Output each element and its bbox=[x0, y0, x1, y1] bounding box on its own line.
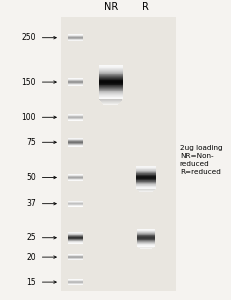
Text: 50: 50 bbox=[26, 173, 36, 182]
Text: R: R bbox=[142, 2, 149, 12]
Text: 250: 250 bbox=[22, 33, 36, 42]
Bar bbox=[136, 182, 155, 183]
Bar bbox=[136, 229, 154, 230]
Bar bbox=[99, 78, 122, 79]
Bar bbox=[136, 243, 154, 244]
Bar bbox=[136, 238, 154, 239]
Bar bbox=[136, 168, 155, 169]
Bar bbox=[99, 97, 122, 98]
Bar bbox=[136, 172, 155, 173]
Bar bbox=[99, 86, 122, 87]
Bar bbox=[136, 188, 155, 189]
Bar bbox=[136, 173, 155, 174]
Bar bbox=[136, 171, 155, 172]
Bar bbox=[136, 181, 155, 182]
Bar bbox=[99, 83, 122, 84]
Bar bbox=[99, 96, 122, 97]
Bar bbox=[136, 167, 155, 168]
Bar bbox=[136, 183, 155, 184]
Bar bbox=[136, 232, 154, 233]
Bar bbox=[99, 74, 122, 75]
Bar bbox=[136, 185, 155, 186]
Bar bbox=[99, 85, 122, 86]
Bar bbox=[136, 186, 155, 187]
Text: 15: 15 bbox=[27, 278, 36, 286]
Bar bbox=[99, 95, 122, 96]
Bar bbox=[99, 79, 122, 80]
Text: 75: 75 bbox=[26, 138, 36, 147]
Text: 100: 100 bbox=[22, 113, 36, 122]
Bar bbox=[99, 76, 122, 77]
Bar bbox=[136, 178, 155, 179]
Bar bbox=[99, 77, 122, 78]
Bar bbox=[99, 91, 122, 92]
Bar bbox=[136, 175, 155, 176]
Bar bbox=[99, 98, 122, 99]
Text: 25: 25 bbox=[27, 233, 36, 242]
Bar bbox=[99, 71, 122, 72]
Bar bbox=[99, 66, 122, 67]
Bar bbox=[136, 174, 155, 175]
Bar bbox=[136, 239, 154, 240]
Bar bbox=[136, 233, 154, 234]
Bar bbox=[136, 184, 155, 185]
Bar bbox=[136, 238, 154, 239]
Bar bbox=[136, 236, 154, 237]
Bar bbox=[99, 88, 122, 89]
Bar bbox=[99, 67, 122, 68]
Text: NR: NR bbox=[103, 2, 118, 12]
Bar bbox=[99, 65, 122, 66]
Bar bbox=[136, 234, 154, 235]
Bar bbox=[136, 231, 154, 232]
Bar bbox=[136, 170, 155, 171]
Bar bbox=[136, 246, 154, 247]
Bar bbox=[136, 169, 155, 170]
Bar bbox=[136, 187, 155, 188]
Bar bbox=[99, 90, 122, 91]
Bar bbox=[99, 82, 122, 83]
Bar bbox=[99, 89, 122, 90]
Text: 2ug loading
NR=Non-
reduced
R=reduced: 2ug loading NR=Non- reduced R=reduced bbox=[179, 145, 222, 175]
Bar bbox=[99, 81, 122, 82]
Bar bbox=[99, 70, 122, 71]
Bar bbox=[61, 17, 176, 291]
Bar bbox=[99, 68, 122, 69]
Bar bbox=[136, 179, 155, 180]
Bar bbox=[136, 235, 154, 236]
Bar bbox=[136, 237, 154, 238]
Bar bbox=[136, 230, 154, 231]
Bar bbox=[99, 84, 122, 85]
Bar bbox=[136, 180, 155, 181]
Text: 150: 150 bbox=[22, 78, 36, 87]
Bar bbox=[136, 176, 155, 177]
Bar bbox=[99, 69, 122, 70]
Bar bbox=[136, 177, 155, 178]
Bar bbox=[99, 94, 122, 95]
Bar bbox=[99, 92, 122, 93]
Bar bbox=[99, 73, 122, 74]
Bar bbox=[99, 80, 122, 81]
Bar bbox=[136, 242, 154, 243]
Text: 20: 20 bbox=[27, 253, 36, 262]
Bar bbox=[136, 241, 154, 242]
Bar bbox=[136, 240, 154, 241]
Text: 37: 37 bbox=[26, 199, 36, 208]
Bar bbox=[136, 244, 154, 245]
Bar bbox=[99, 93, 122, 94]
Bar bbox=[136, 245, 154, 246]
Bar bbox=[99, 72, 122, 73]
Bar bbox=[99, 75, 122, 76]
Bar bbox=[99, 87, 122, 88]
Bar bbox=[99, 85, 122, 86]
